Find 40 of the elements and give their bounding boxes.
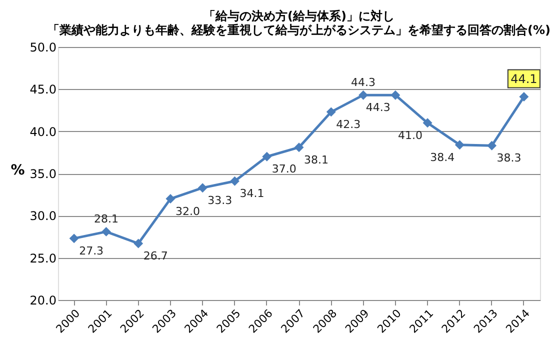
y-tick-label: 45.0 [30,82,56,97]
data-label: 42.3 [336,118,361,131]
text: 「業績や能力よりも年齢、経験を重視して給与が上がるシステム」を希望する回答の割合(%) [48,23,550,37]
y-tick-label: 50.0 [30,40,56,54]
y-tick-label: 20.0 [30,294,56,308]
point [326,107,336,117]
data-label: 26.7 [143,249,168,262]
y-tick-label: 25.0 [30,251,56,266]
data-label: 27.3 [79,244,104,258]
point [487,140,497,150]
data-label: 44.3 [366,101,390,114]
point [134,238,144,248]
y-tick-label: 40.0 [30,124,56,139]
y-tick-label: 35.0 [30,167,56,181]
annotation: 44.1 [510,72,538,86]
data-label: 28.1 [94,212,118,226]
data-label: 34.1 [240,187,264,200]
point [519,92,529,102]
point [358,90,368,100]
data-label: 32.0 [175,204,200,218]
point [390,90,400,100]
point [198,183,208,193]
data-label: 38.4 [430,150,455,164]
data-label: 38.3 [496,152,522,165]
point [422,118,432,128]
point [294,142,304,152]
text: 「給与の決め方(給与体系)」に対し [204,9,394,23]
y-axis-title: % [10,162,25,178]
data-label: 33.3 [208,194,232,207]
point [101,226,111,236]
y-tick-label: 30.0 [30,209,56,224]
point [262,152,272,162]
point [230,176,240,186]
data-label: 44.3 [351,76,376,90]
point [69,234,79,244]
data-label: 38.1 [304,153,328,166]
data-label: 41.0 [398,128,423,142]
point [454,140,464,150]
point [166,194,176,204]
data-label: 37.0 [272,162,296,176]
